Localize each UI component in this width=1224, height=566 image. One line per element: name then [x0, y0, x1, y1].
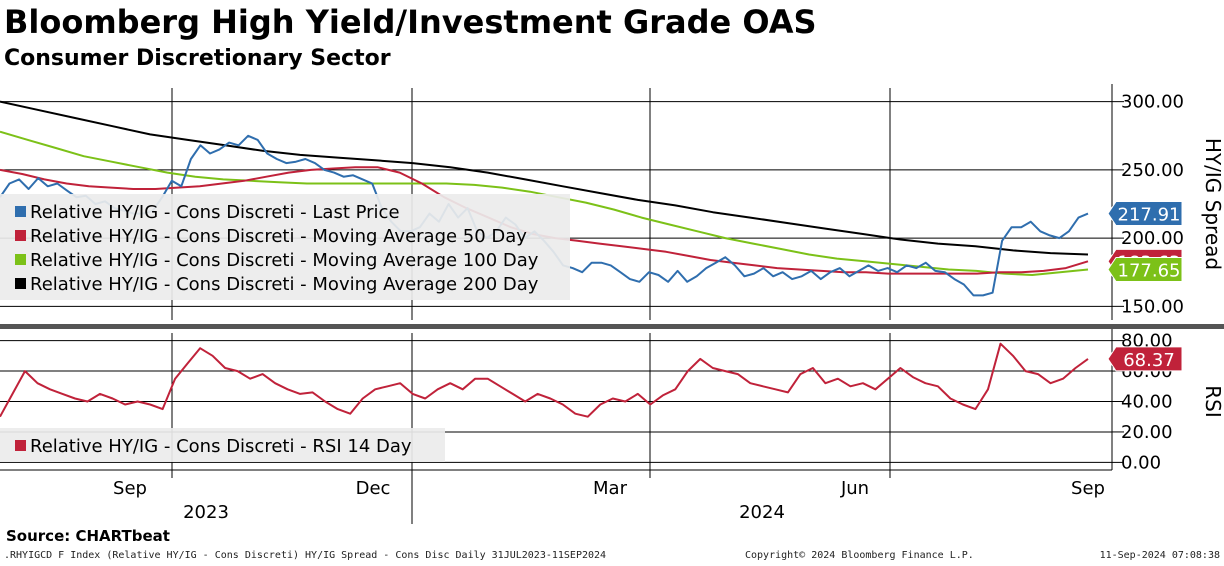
y-tick-label: 20.00 [1121, 422, 1173, 443]
last-value-tag [1107, 346, 1183, 372]
y-axis-title: HY/IG Spread [1201, 138, 1224, 270]
legend-swatch [15, 254, 26, 265]
x-tick-label-year: 2023 [183, 502, 229, 523]
x-tick-label-month: Jun [840, 478, 869, 499]
x-axis: Sep Dec Mar Jun Sep 2023 2024 [0, 324, 1224, 524]
panel-separator [0, 324, 1224, 329]
y-tick-label: 150.00 [1121, 296, 1184, 317]
copyright-notice: Copyright© 2024 Bloomberg Finance L.P. [745, 550, 974, 561]
spread-panel: 150.00 200.00 250.00 300.00 HY/IG Spread Rela… [0, 84, 1224, 320]
chart-subtitle: Consumer Discretionary Sector [4, 46, 391, 71]
y-tick-label: 250.00 [1121, 160, 1184, 181]
x-tick-label-month: Sep [113, 478, 147, 499]
y-tick-label: 200.00 [1121, 228, 1184, 249]
x-tick-label-month: Sep [1071, 478, 1105, 499]
x-tick-label-year: 2024 [739, 502, 785, 523]
x-tick-label-month: Dec [356, 478, 391, 499]
legend-box [0, 194, 570, 300]
legend-swatch [15, 278, 26, 289]
source-label: Source: CHARTbeat [6, 527, 170, 545]
legend-box [0, 428, 445, 462]
legend-label: Relative HY/IG - Cons Discreti - Last Pr… [30, 202, 400, 223]
last-value-label: 217.91 [1118, 205, 1181, 226]
y-tick-label: 40.00 [1121, 392, 1173, 413]
legend-label: Relative HY/IG - Cons Discreti - Moving … [30, 250, 539, 271]
legend-swatch [15, 206, 26, 217]
last-value-tag [1107, 201, 1183, 227]
index-description: .RHYIGCD F Index (Relative HY/IG - Cons … [4, 550, 607, 561]
chart-title: Bloomberg High Yield/Investment Grade OA… [4, 3, 817, 41]
legend-label: Relative HY/IG - Cons Discreti - RSI 14 … [30, 436, 412, 457]
y-tick-label: 300.00 [1121, 92, 1184, 113]
series-line [0, 100, 1089, 256]
x-tick-label-month: Mar [593, 478, 628, 499]
timestamp: 11-Sep-2024 07:08:38 [1099, 550, 1220, 561]
y-axis-title: RSI [1201, 385, 1224, 418]
series-line [0, 342, 1089, 418]
legend-label: Relative HY/IG - Cons Discreti - Moving … [30, 226, 527, 247]
last-value-tag [1107, 257, 1183, 283]
last-value-label: 68.37 [1123, 350, 1175, 371]
last-value-label: 177.65 [1118, 261, 1181, 282]
y-tick-label: 80.00 [1121, 331, 1173, 352]
legend-swatch [15, 230, 26, 241]
legend-label: Relative HY/IG - Cons Discreti - Moving … [30, 274, 539, 295]
legend-swatch [15, 440, 26, 451]
y-tick-label: 0.00 [1121, 452, 1161, 473]
